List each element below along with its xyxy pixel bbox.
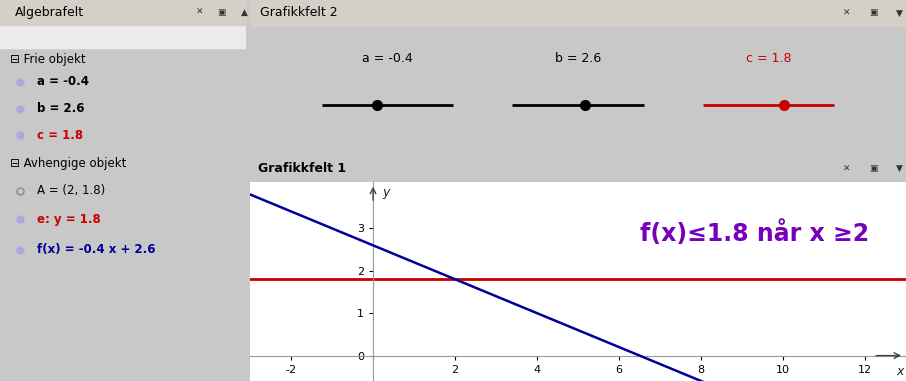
Text: Algebrafelt: Algebrafelt bbox=[14, 6, 84, 19]
Text: A = (2, 1.8): A = (2, 1.8) bbox=[37, 184, 105, 197]
Text: Grafikkfelt 1: Grafikkfelt 1 bbox=[258, 162, 346, 175]
Text: b = 2.6: b = 2.6 bbox=[37, 102, 84, 115]
Text: ✕: ✕ bbox=[843, 8, 851, 18]
Bar bbox=[0, 25, 246, 48]
Text: ✕: ✕ bbox=[196, 8, 203, 17]
Text: ⊟ Frie objekt: ⊟ Frie objekt bbox=[10, 53, 85, 66]
Text: ▲: ▲ bbox=[240, 8, 247, 17]
Text: ▼: ▼ bbox=[896, 164, 903, 173]
Text: c = 1.8: c = 1.8 bbox=[746, 52, 791, 65]
Text: ▼: ▼ bbox=[896, 8, 903, 18]
Text: x: x bbox=[896, 365, 903, 378]
Text: b = 2.6: b = 2.6 bbox=[554, 52, 602, 65]
Text: a = -0.4: a = -0.4 bbox=[37, 75, 89, 88]
Text: ✕: ✕ bbox=[843, 164, 851, 173]
Text: Grafikkfelt 2: Grafikkfelt 2 bbox=[260, 6, 338, 19]
Bar bbox=[250, 0, 906, 26]
Text: ▣: ▣ bbox=[217, 8, 226, 17]
Bar bbox=[0, 0, 246, 25]
Text: ⊙: ⊙ bbox=[40, 30, 50, 43]
Text: f(x)≤1.8 når x ≥2: f(x)≤1.8 når x ≥2 bbox=[640, 220, 869, 245]
Text: a = -0.4: a = -0.4 bbox=[362, 52, 413, 65]
Text: ⠿: ⠿ bbox=[10, 31, 18, 41]
Text: ⊟ Avhengige objekt: ⊟ Avhengige objekt bbox=[10, 157, 126, 170]
Text: c = 1.8: c = 1.8 bbox=[37, 129, 83, 142]
Text: e: y = 1.8: e: y = 1.8 bbox=[37, 213, 101, 226]
Text: ▣: ▣ bbox=[869, 164, 877, 173]
Text: y: y bbox=[382, 186, 390, 199]
Text: f(x) = -0.4 x + 2.6: f(x) = -0.4 x + 2.6 bbox=[37, 243, 156, 256]
Text: ▣: ▣ bbox=[869, 8, 877, 18]
